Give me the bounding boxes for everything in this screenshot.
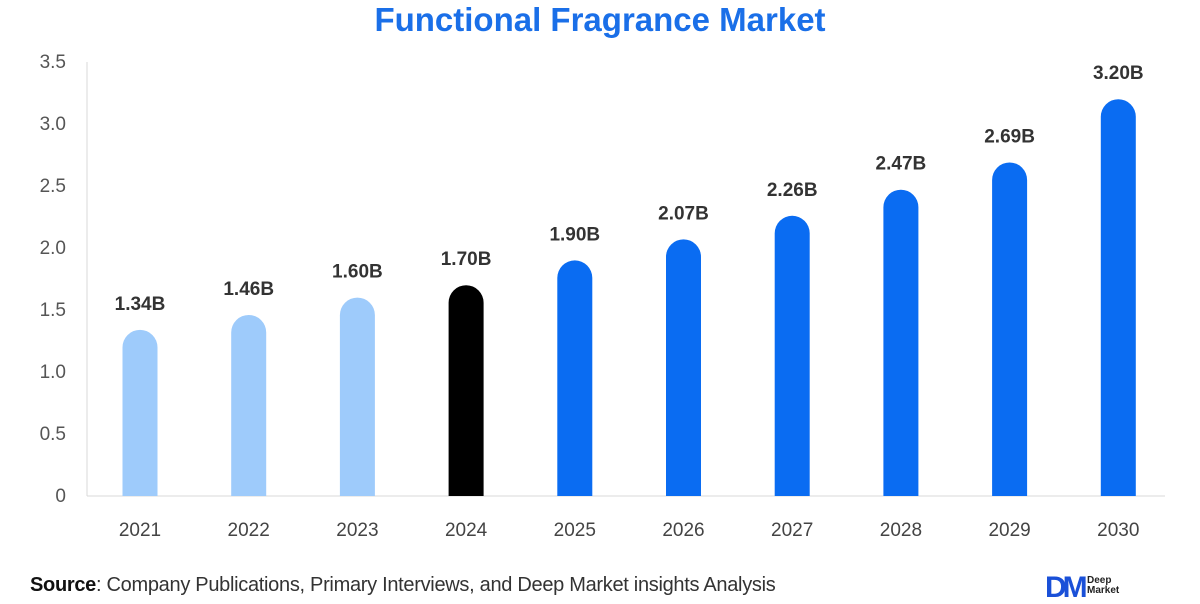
y-tick-label: 1.5 xyxy=(40,300,66,321)
bar-2023 xyxy=(339,297,375,496)
bar-2022 xyxy=(231,314,267,496)
logo-line1: Deep xyxy=(1087,575,1112,586)
logo-text: Deep Market xyxy=(1087,576,1119,596)
bar-2028 xyxy=(883,189,919,496)
y-tick-label: 2.5 xyxy=(40,176,66,197)
data-label: 1.90B xyxy=(549,224,600,245)
y-tick-label: 0.5 xyxy=(40,424,66,445)
x-tick-label: 2027 xyxy=(771,520,813,541)
y-tick-label: 1.0 xyxy=(40,362,66,383)
y-tick-label: 2.0 xyxy=(40,238,66,259)
bar-2025 xyxy=(557,260,593,496)
bar-2027 xyxy=(774,215,810,496)
data-label: 2.69B xyxy=(984,126,1035,147)
y-tick-label: 0 xyxy=(55,486,66,507)
bar-2024 xyxy=(448,285,484,496)
data-label: 1.70B xyxy=(441,249,492,270)
data-label: 2.26B xyxy=(767,180,818,201)
y-tick-label: 3.0 xyxy=(40,114,66,135)
y-tick-label: 3.5 xyxy=(40,52,66,73)
x-tick-label: 2029 xyxy=(988,520,1030,541)
x-tick-label: 2022 xyxy=(228,520,270,541)
data-label: 1.34B xyxy=(115,294,166,315)
bar-2026 xyxy=(666,239,701,496)
chart-title: Functional Fragrance Market xyxy=(374,1,826,38)
logo-mark: DM xyxy=(1045,571,1088,604)
bar-2030 xyxy=(1100,99,1136,496)
x-tick-label: 2025 xyxy=(554,520,596,541)
source-text: : Company Publications, Primary Intervie… xyxy=(96,574,776,596)
data-label: 2.47B xyxy=(876,154,927,175)
source-note: Source: Company Publications, Primary In… xyxy=(30,574,776,597)
source-label: Source xyxy=(30,574,97,596)
bar-chart: 0 0.5 1.0 1.5 2.0 2.5 3.0 3.5 1.34B 2021 1.46B 2022… xyxy=(40,52,1165,541)
data-label: 1.46B xyxy=(223,279,274,300)
x-tick-label: 2021 xyxy=(119,520,161,541)
x-tick-label: 2023 xyxy=(336,520,378,541)
bar-2021 xyxy=(122,329,158,496)
x-tick-label: 2026 xyxy=(662,520,704,541)
x-tick-label: 2028 xyxy=(880,520,922,541)
x-tick-label: 2024 xyxy=(445,520,488,541)
logo-line2: Market xyxy=(1087,585,1120,596)
data-label: 3.20B xyxy=(1093,63,1144,84)
bar-2029 xyxy=(992,162,1028,496)
data-label: 2.07B xyxy=(658,203,709,224)
deep-market-logo: DM Deep Market xyxy=(1045,571,1185,604)
x-tick-label: 2030 xyxy=(1097,520,1139,541)
data-label: 1.60B xyxy=(332,262,383,283)
